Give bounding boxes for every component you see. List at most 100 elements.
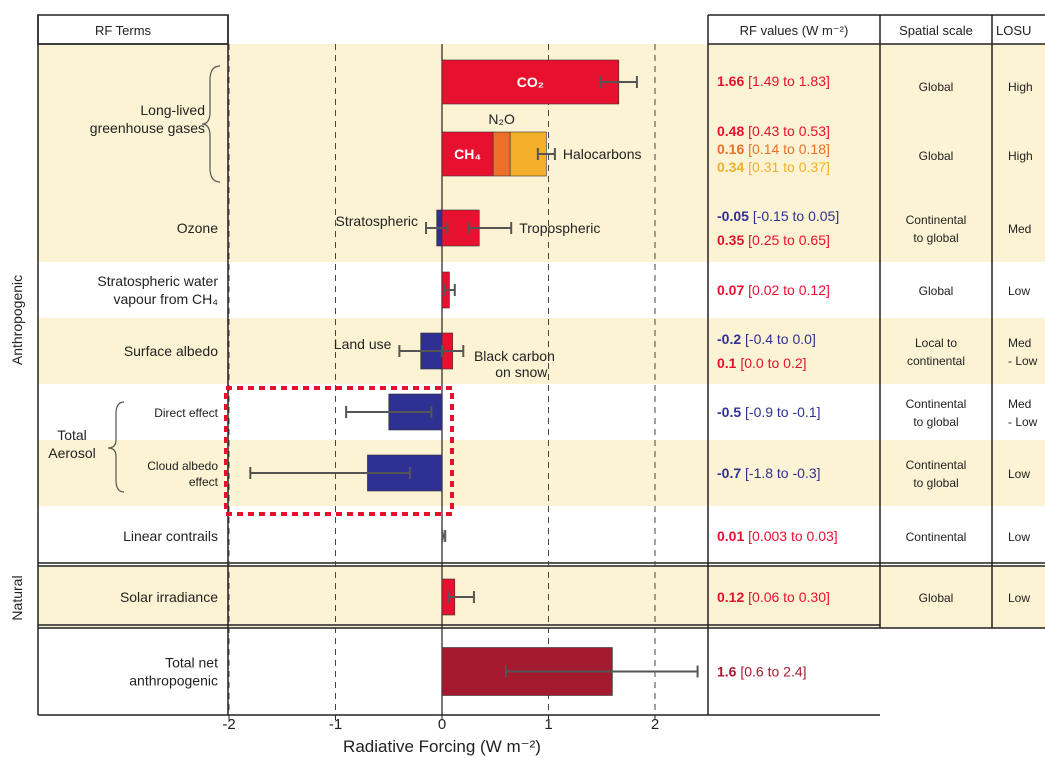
term-label: Ozone — [177, 220, 218, 236]
rf-value: 0.1 [0.0 to 0.2] — [717, 355, 807, 371]
losu-header: LOSU — [996, 23, 1031, 38]
rf-value-main: -0.2 — [717, 331, 745, 347]
x-axis-title: Radiative Forcing (W m⁻²) — [343, 737, 541, 756]
rf-value: 0.01 [0.003 to 0.03] — [717, 528, 838, 544]
rf-value-main: -0.7 — [717, 465, 745, 481]
losu-value: - Low — [1008, 354, 1038, 368]
rf-value-main: 0.01 — [717, 528, 748, 544]
rf-value-main: 1.6 — [717, 664, 740, 680]
side-label-natural: Natural — [9, 575, 25, 620]
x-tick-label: 2 — [651, 716, 659, 733]
rf-value-main: 0.48 — [717, 123, 748, 139]
spatial-scale: Global — [919, 591, 954, 605]
rf-value: -0.7 [-1.8 to -0.3] — [717, 465, 821, 481]
rf-value-range: [-1.8 to -0.3] — [745, 465, 820, 481]
values-header: RF values (W m⁻²) — [740, 23, 849, 38]
sub-label: effect — [189, 475, 219, 489]
bar-segment — [492, 131, 511, 177]
x-tick-label: -1 — [329, 716, 342, 733]
spatial-scale: to global — [913, 415, 958, 429]
term-label: greenhouse gases — [90, 120, 205, 136]
term-label: Linear contrails — [123, 528, 218, 544]
spatial-scale: Local to — [915, 336, 957, 350]
x-tick-label: 1 — [544, 716, 552, 733]
brace-aerosol — [107, 401, 125, 493]
losu-value: Low — [1008, 284, 1030, 298]
group-label: Total — [57, 427, 87, 443]
rf-value-main: 1.66 — [717, 73, 748, 89]
losu-value: Low — [1008, 467, 1030, 481]
term-label: Total net — [165, 655, 218, 671]
losu-value: High — [1008, 149, 1033, 163]
rf-value: 1.66 [1.49 to 1.83] — [717, 73, 830, 89]
spatial-scale: continental — [907, 354, 965, 368]
row-shade — [38, 194, 1045, 262]
brace-greenhouse — [201, 65, 221, 183]
rf-value-main: 0.16 — [717, 141, 748, 157]
row-shade — [38, 566, 1045, 628]
losu-value: High — [1008, 80, 1033, 94]
rf-value-range: [0.02 to 0.12] — [748, 282, 830, 298]
row-shade — [38, 318, 1045, 384]
bar-segment — [441, 59, 620, 105]
rf-value: 0.48 [0.43 to 0.53] — [717, 123, 830, 139]
losu-value: Med — [1008, 336, 1031, 350]
losu-value: Low — [1008, 530, 1030, 544]
rf-value: 0.12 [0.06 to 0.30] — [717, 589, 830, 605]
rf-value-range: [1.49 to 1.83] — [748, 73, 830, 89]
row-shade — [38, 440, 1045, 506]
rf-value-range: [0.003 to 0.03] — [748, 528, 838, 544]
side-label-anthropogenic: Anthropogenic — [9, 275, 25, 365]
spatial-scale: to global — [913, 231, 958, 245]
bar-right-label: Black carbon — [474, 348, 555, 364]
spatial-scale: Continental — [906, 530, 967, 544]
x-tick-label: -2 — [222, 716, 235, 733]
bar-segment — [441, 131, 494, 177]
scale-header: Spatial scale — [899, 23, 973, 38]
rf-value-range: [0.0 to 0.2] — [740, 355, 806, 371]
rf-value-range: [-0.4 to 0.0] — [745, 331, 816, 347]
spatial-scale: Global — [919, 80, 954, 94]
rf-value: -0.5 [-0.9 to -0.1] — [717, 404, 821, 420]
terms-header: RF Terms — [95, 23, 152, 38]
spatial-scale: Continental — [906, 458, 967, 472]
rf-value: 0.16 [0.14 to 0.18] — [717, 141, 830, 157]
spatial-scale: to global — [913, 476, 958, 490]
rf-value-range: [-0.9 to -0.1] — [745, 404, 820, 420]
x-tick-label: 0 — [438, 716, 446, 733]
rf-value-main: -0.05 — [717, 208, 753, 224]
rf-value-main: 0.07 — [717, 282, 748, 298]
bar-right-label: on snow — [495, 364, 548, 380]
rf-value-range: [0.14 to 0.18] — [748, 141, 830, 157]
bar-left-label: Land use — [334, 336, 392, 352]
sub-label: Direct effect — [154, 406, 218, 420]
rf-value: -0.2 [-0.4 to 0.0] — [717, 331, 816, 347]
term-label: Long-lived — [140, 102, 205, 118]
rf-value: 1.6 [0.6 to 2.4] — [717, 664, 807, 680]
rf-value: -0.05 [-0.15 to 0.05] — [717, 208, 839, 224]
terms-header-box — [37, 14, 229, 45]
rf-value-range: [0.6 to 2.4] — [740, 664, 806, 680]
spatial-scale: Continental — [906, 213, 967, 227]
losu-value: Low — [1008, 591, 1030, 605]
rf-value-main: 0.1 — [717, 355, 740, 371]
bar-left-label: Stratospheric — [336, 213, 418, 229]
losu-value: Med — [1008, 397, 1031, 411]
bar-right-label: Halocarbons — [563, 146, 642, 162]
rf-value-main: 0.35 — [717, 232, 748, 248]
term-label: Stratospheric water — [97, 273, 218, 289]
term-label: vapour from CH₄ — [113, 291, 218, 307]
n2o-label: N₂O — [488, 111, 515, 127]
rf-value-range: [0.06 to 0.30] — [748, 589, 830, 605]
rf-value-main: -0.5 — [717, 404, 745, 420]
rf-value-range: [0.43 to 0.53] — [748, 123, 830, 139]
rf-value: 0.35 [0.25 to 0.65] — [717, 232, 830, 248]
spatial-scale: Global — [919, 149, 954, 163]
rf-value-range: [-0.15 to 0.05] — [753, 208, 839, 224]
losu-value: - Low — [1008, 415, 1038, 429]
bar-label: CH₄ — [454, 146, 481, 162]
losu-value: Med — [1008, 222, 1031, 236]
spatial-scale: Global — [919, 284, 954, 298]
sub-label: Cloud albedo — [147, 459, 218, 473]
